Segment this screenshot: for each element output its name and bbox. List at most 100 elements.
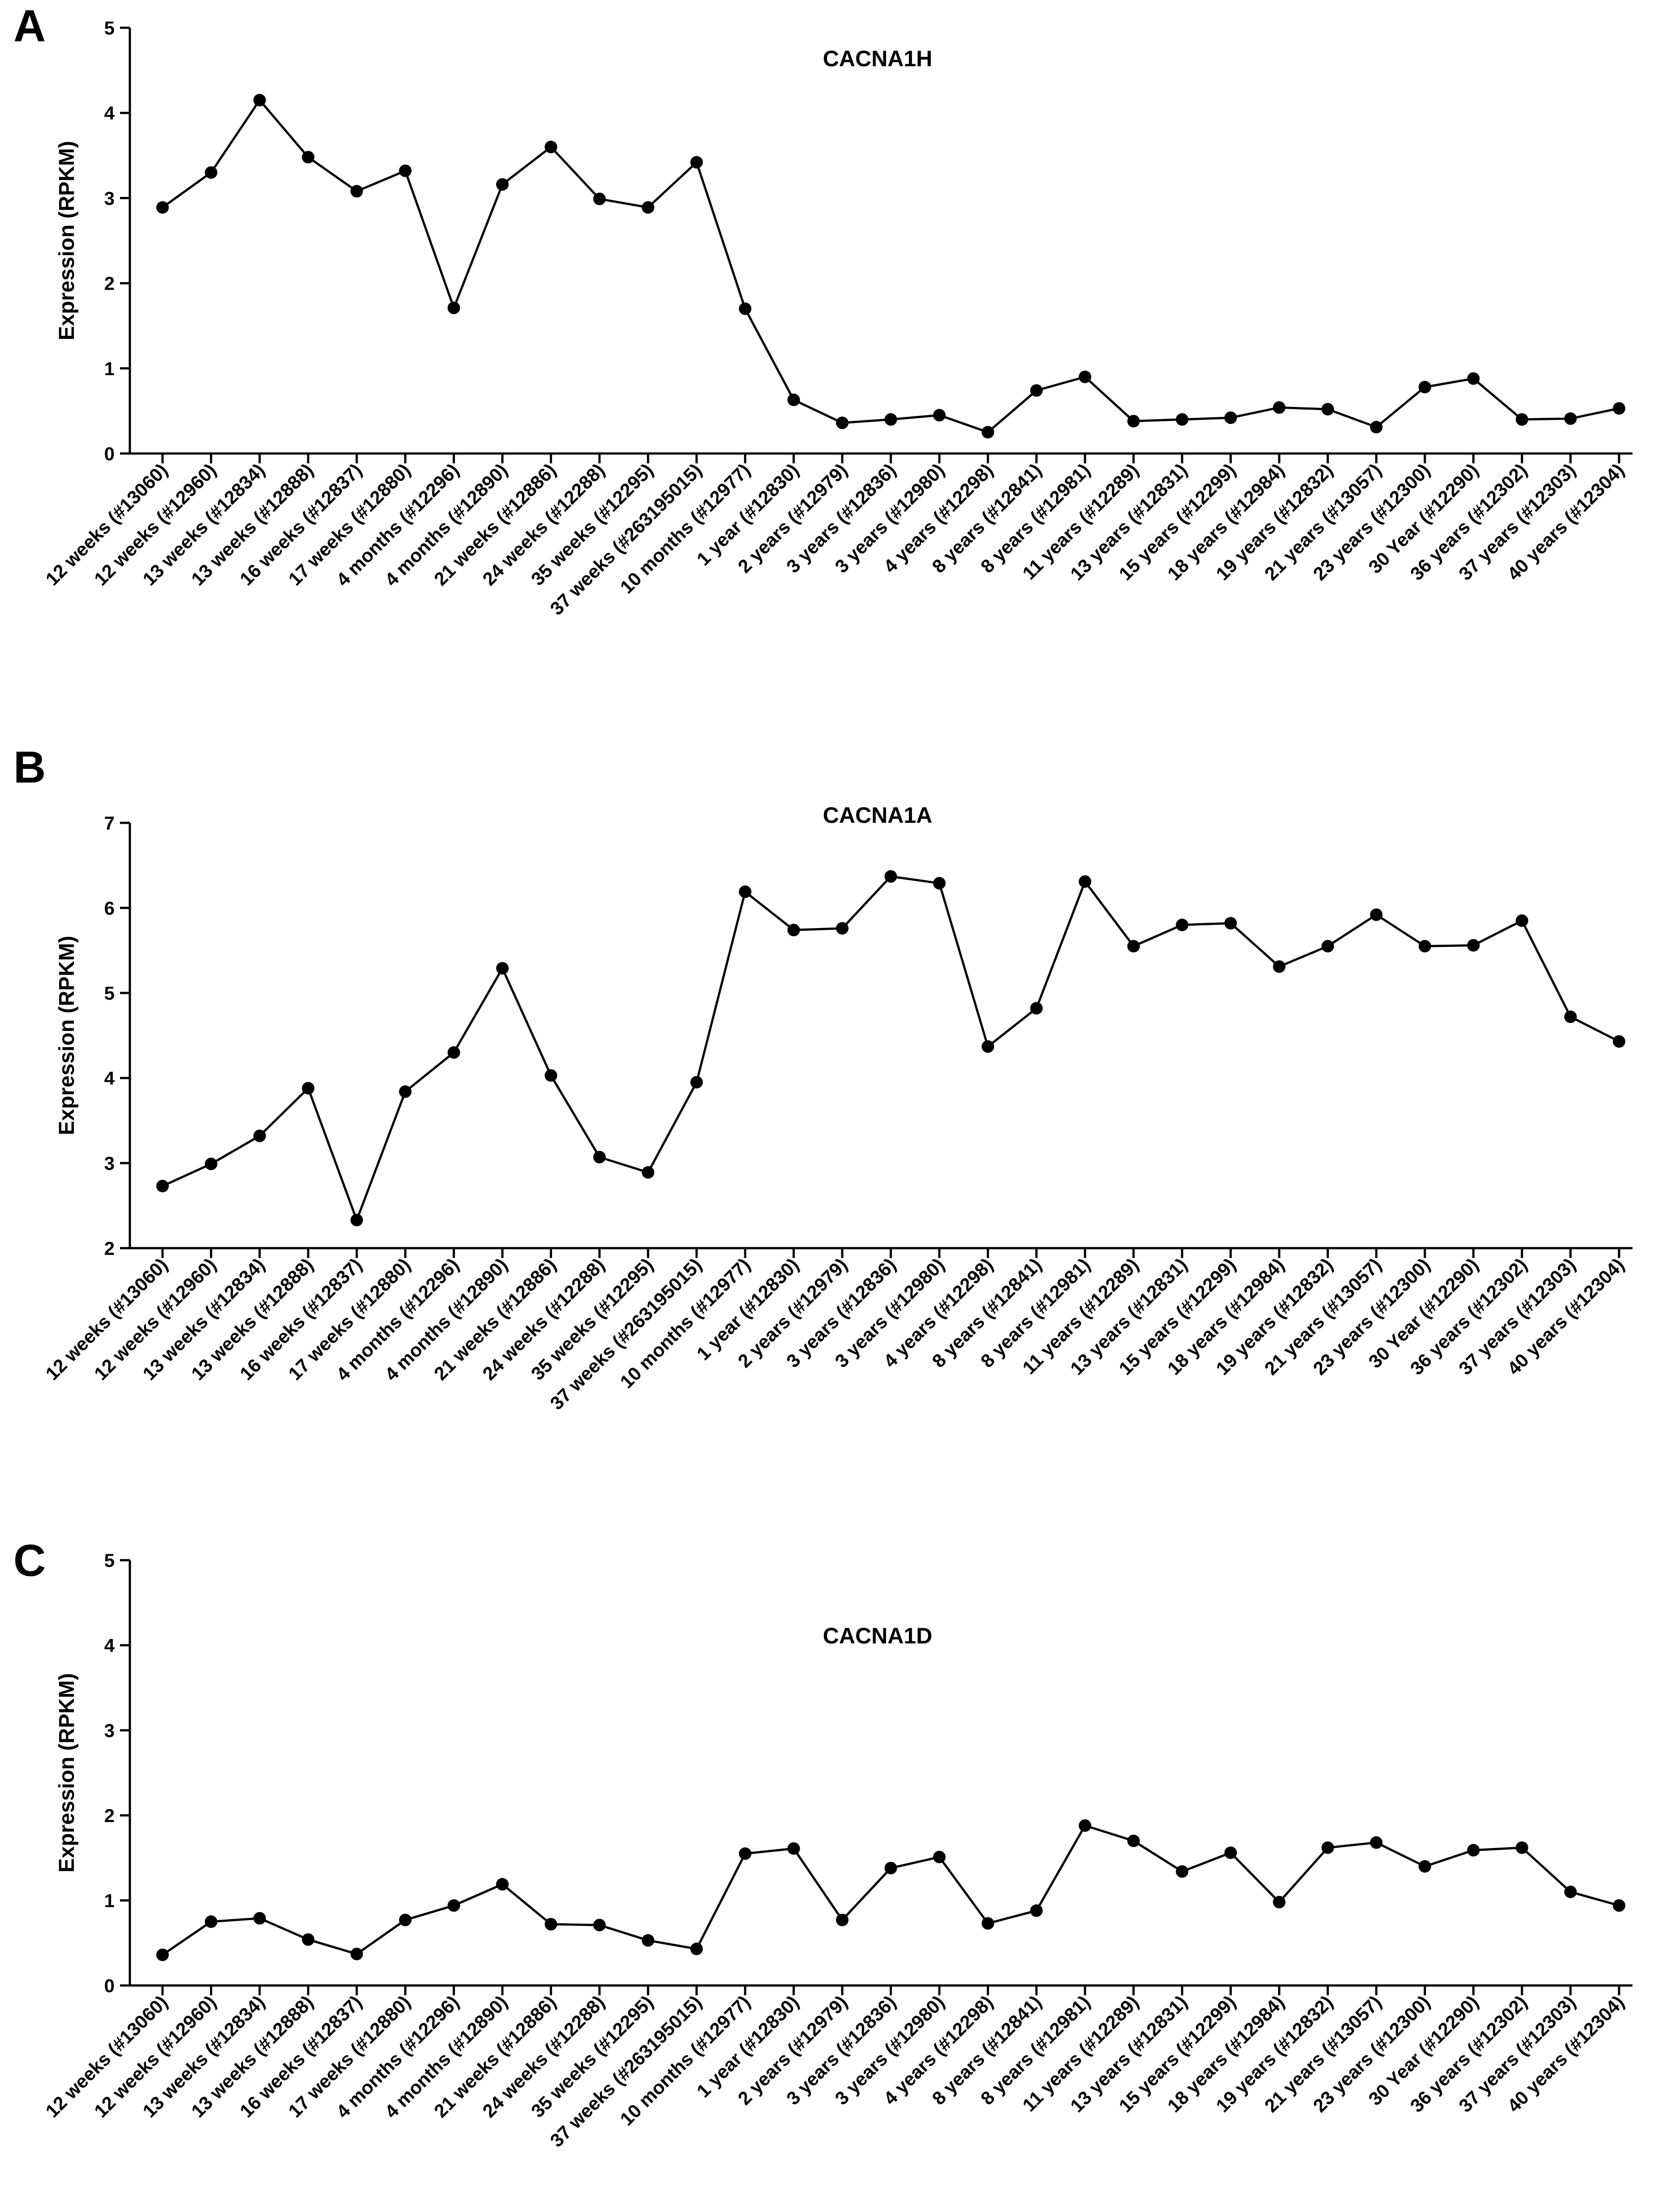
data-point — [1370, 1836, 1383, 1849]
y-tick-label: 7 — [104, 813, 115, 834]
data-point — [739, 302, 752, 315]
panel-letter: B — [13, 742, 46, 792]
data-point — [1467, 939, 1480, 952]
data-point — [787, 1842, 800, 1855]
data-point — [302, 1082, 315, 1095]
chart-title: CACNA1D — [823, 1623, 932, 1648]
data-point — [836, 1913, 849, 1926]
data-point — [1030, 384, 1043, 397]
y-tick-label: 4 — [104, 103, 115, 124]
data-point — [1079, 370, 1092, 383]
data-point — [1127, 1835, 1140, 1847]
data-point — [302, 1933, 315, 1946]
data-point — [836, 416, 849, 429]
data-point — [496, 962, 509, 975]
data-point — [1224, 917, 1237, 930]
y-tick-label: 5 — [104, 983, 115, 1004]
data-point — [1516, 1841, 1529, 1854]
data-point — [253, 1912, 266, 1925]
data-point — [1418, 940, 1431, 953]
series-line — [162, 1824, 1620, 1956]
data-point — [933, 877, 946, 890]
data-point — [1564, 1886, 1577, 1898]
data-point — [1564, 412, 1577, 425]
chart-title: CACNA1H — [823, 46, 932, 71]
data-point — [1467, 1844, 1480, 1857]
data-point — [350, 185, 363, 198]
y-tick-label: 5 — [104, 17, 115, 39]
data-point — [1418, 1860, 1431, 1873]
data-point — [933, 1851, 946, 1864]
data-point — [447, 1046, 460, 1059]
data-point — [1079, 875, 1092, 888]
data-point — [496, 178, 509, 191]
data-point — [739, 1847, 752, 1860]
data-point — [447, 301, 460, 314]
data-point — [787, 394, 800, 406]
data-point — [399, 164, 412, 177]
y-tick-label: 2 — [104, 273, 115, 294]
data-point — [739, 885, 752, 898]
data-point — [642, 1934, 655, 1947]
y-tick-label: 6 — [104, 898, 115, 919]
data-point — [156, 1948, 169, 1961]
data-point — [544, 1918, 557, 1931]
data-point — [1321, 403, 1334, 416]
y-tick-label: 3 — [104, 188, 115, 209]
y-tick-label: 2 — [104, 1805, 115, 1826]
data-point — [1273, 1895, 1285, 1908]
data-point — [156, 201, 169, 214]
data-point — [593, 1919, 606, 1932]
data-point — [1079, 1819, 1092, 1832]
data-point — [1321, 940, 1334, 953]
data-point — [253, 94, 266, 107]
data-point — [1273, 401, 1285, 414]
data-point — [1321, 1841, 1334, 1854]
data-point — [447, 1899, 460, 1912]
data-point — [1516, 914, 1529, 927]
y-tick-label: 5 — [104, 1550, 115, 1571]
data-point — [787, 924, 800, 937]
data-point — [1564, 1010, 1577, 1023]
data-point — [1030, 1002, 1043, 1015]
data-point — [642, 201, 655, 214]
data-point — [1224, 1846, 1237, 1859]
data-point — [1030, 1904, 1043, 1917]
data-point — [1613, 1899, 1625, 1912]
data-point — [981, 426, 994, 439]
data-point — [1176, 413, 1189, 426]
data-point — [933, 409, 946, 422]
data-point — [884, 870, 897, 883]
data-point — [1516, 413, 1529, 426]
y-tick-label: 0 — [104, 1975, 115, 1996]
data-point — [1224, 411, 1237, 424]
data-point — [496, 1878, 509, 1891]
series-line — [162, 875, 1620, 1224]
y-axis-label: Expression (RPKM) — [55, 1673, 79, 1872]
data-point — [205, 1157, 218, 1170]
data-point — [1467, 372, 1480, 385]
y-tick-label: 4 — [104, 1635, 115, 1656]
data-point — [253, 1130, 266, 1142]
y-tick-label: 3 — [104, 1720, 115, 1741]
data-point — [1176, 1865, 1189, 1878]
data-point — [690, 1942, 703, 1955]
data-point — [884, 413, 897, 426]
chart-title: CACNA1A — [823, 803, 932, 828]
data-point — [1127, 415, 1140, 428]
series-line — [162, 98, 1620, 434]
data-point — [205, 166, 218, 179]
data-point — [884, 1861, 897, 1874]
panel-letter: A — [13, 1, 46, 51]
data-point — [836, 922, 849, 935]
y-tick-label: 2 — [104, 1238, 115, 1259]
data-point — [1613, 402, 1625, 415]
data-point — [1127, 940, 1140, 953]
data-point — [399, 1085, 412, 1098]
data-point — [593, 1151, 606, 1164]
data-point — [642, 1166, 655, 1179]
data-point — [205, 1915, 218, 1928]
